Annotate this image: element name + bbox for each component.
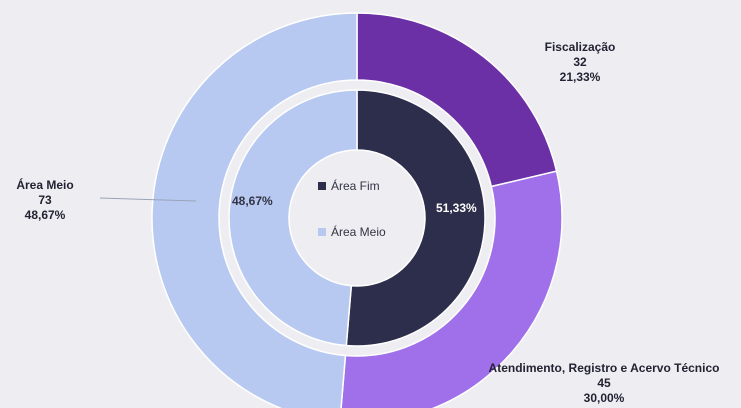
label-area-meio-name: Área Meio (16, 178, 74, 192)
legend-swatch-area-fim (318, 182, 326, 190)
label-fiscalizacao-percent: 21,33% (559, 70, 601, 84)
label-fiscalizacao-name: Fiscalização (544, 40, 616, 54)
label-area-meio-value: 73 (38, 193, 52, 207)
label-atendimento: Atendimento, Registro e Acervo Técnico 4… (470, 361, 738, 406)
outer-slice-fiscalizacao (356, 12, 558, 188)
inner-slice-area-fim (345, 89, 486, 347)
label-atendimento-percent: 30,00% (583, 391, 625, 405)
outer-slice-atendimento-registro-e-acervo-tecnico (340, 170, 563, 408)
inner-label-area-meio: 48,67% (232, 194, 273, 208)
leader-line-area-meio (99, 197, 197, 202)
legend-label-area-fim: Área Fim (331, 179, 380, 193)
legend: Área Fim Área Meio (318, 178, 386, 270)
label-atendimento-name: Atendimento, Registro e Acervo Técnico (488, 361, 720, 375)
inner-label-area-fim: 51,33% (436, 201, 477, 215)
label-atendimento-value: 45 (597, 376, 611, 390)
inner-slice-area-meio (228, 89, 358, 347)
legend-item-area-fim: Área Fim (318, 178, 386, 194)
label-area-meio-percent: 48,67% (24, 208, 66, 222)
label-fiscalizacao: Fiscalização 32 21,33% (525, 40, 635, 85)
legend-item-area-meio: Área Meio (318, 224, 386, 240)
legend-label-area-meio: Área Meio (331, 225, 386, 239)
label-area-meio: Área Meio 73 48,67% (5, 178, 85, 223)
legend-swatch-area-meio (318, 228, 326, 236)
outer-slice-area-meio (151, 12, 358, 408)
label-fiscalizacao-value: 32 (573, 55, 587, 69)
